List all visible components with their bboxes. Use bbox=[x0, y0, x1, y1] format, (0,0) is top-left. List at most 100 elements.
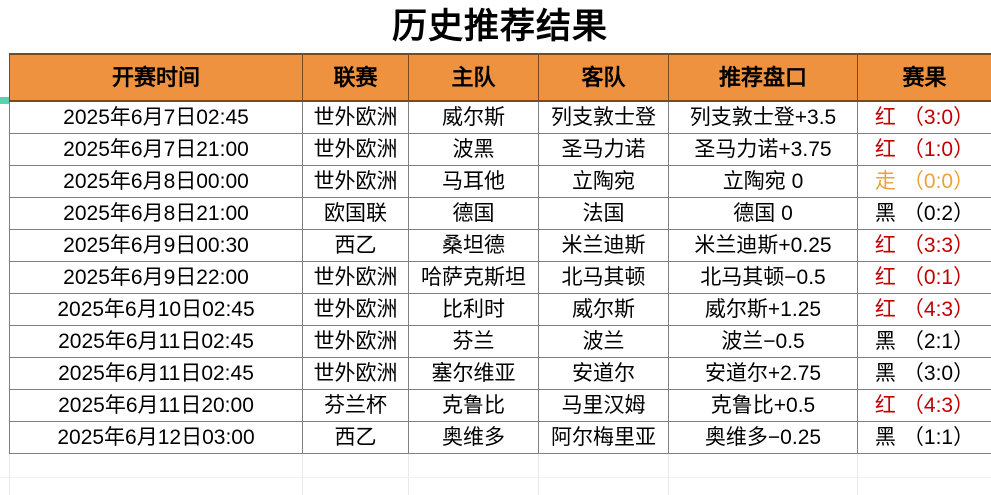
cell-league: 世外欧洲 bbox=[302, 357, 409, 390]
result-label: 黑 bbox=[874, 202, 896, 225]
result-label: 黑 bbox=[874, 330, 896, 353]
cell-start-time: 2025年6月11日02:45 bbox=[9, 357, 303, 390]
cell-league: 世外欧洲 bbox=[302, 165, 409, 198]
cell-away-team: 安道尔 bbox=[538, 357, 669, 390]
result-score: （1:0） bbox=[902, 138, 975, 161]
cell-start-time: 2025年6月8日00:00 bbox=[9, 165, 303, 198]
cell-away-team: 北马其顿 bbox=[538, 261, 669, 294]
cell-home-team: 塞尔维亚 bbox=[408, 357, 539, 390]
result-label: 红 bbox=[874, 394, 896, 417]
result-label: 黑 bbox=[874, 362, 896, 385]
cell-start-time: 2025年6月8日21:00 bbox=[9, 197, 303, 230]
result-badge: 黑 （3:0） bbox=[859, 359, 991, 389]
result-score: （4:3） bbox=[902, 394, 975, 417]
cell-away-team: 波兰 bbox=[538, 325, 669, 358]
cell-league: 芬兰杯 bbox=[302, 389, 409, 422]
cell-recommended-line: 安道尔+2.75 bbox=[668, 357, 858, 390]
result-badge: 黑 （0:2） bbox=[859, 199, 991, 229]
result-label: 黑 bbox=[874, 426, 896, 449]
grid-line-vertical bbox=[408, 448, 409, 495]
cell-league: 世外欧洲 bbox=[302, 293, 409, 326]
result-badge: 红 （4:3） bbox=[859, 391, 991, 421]
column-header-start-time[interactable]: 开赛时间 bbox=[9, 53, 303, 102]
column-header-league[interactable]: 联赛 bbox=[302, 53, 409, 102]
cell-league: 世外欧洲 bbox=[302, 325, 409, 358]
cell-start-time: 2025年6月7日21:00 bbox=[9, 133, 303, 166]
table-header-row: 开赛时间 联赛 主队 客队 推荐盘口 赛果 bbox=[9, 53, 991, 102]
cell-start-time: 2025年6月11日02:45 bbox=[9, 325, 303, 358]
table-row[interactable]: 2025年6月11日20:00 芬兰杯 克鲁比 马里汉姆 克鲁比+0.5 红 （4:3） bbox=[9, 389, 991, 422]
cell-result: 黑 （0:2） bbox=[857, 197, 991, 230]
grid-line-vertical bbox=[668, 448, 669, 495]
cell-away-team: 米兰迪斯 bbox=[538, 229, 669, 262]
result-label: 红 bbox=[874, 106, 896, 129]
result-badge: 红 （0:1） bbox=[859, 263, 991, 293]
cell-home-team: 哈萨克斯坦 bbox=[408, 261, 539, 294]
result-badge: 黑 （2:1） bbox=[859, 327, 991, 357]
cell-league: 西乙 bbox=[302, 229, 409, 262]
cell-recommended-line: 奥维多−0.25 bbox=[668, 421, 858, 454]
result-label: 红 bbox=[874, 138, 896, 161]
grid-line-vertical bbox=[857, 448, 858, 495]
table-row[interactable]: 2025年6月9日22:00 世外欧洲 哈萨克斯坦 北马其顿 北马其顿−0.5 红 （0:1… bbox=[9, 261, 991, 294]
cell-recommended-line: 克鲁比+0.5 bbox=[668, 389, 858, 422]
cell-recommended-line: 威尔斯+1.25 bbox=[668, 293, 858, 326]
cell-result: 走 （0:0） bbox=[857, 165, 991, 198]
cell-result: 红 （1:0） bbox=[857, 133, 991, 166]
row-selection-marker bbox=[0, 97, 9, 104]
grid-line-vertical bbox=[538, 448, 539, 495]
column-header-result[interactable]: 赛果 bbox=[857, 53, 991, 102]
table-body: 2025年6月7日02:45 世外欧洲 威尔斯 列支敦士登 列支敦士登+3.5 红（3:0… bbox=[9, 100, 991, 454]
cell-recommended-line: 北马其顿−0.5 bbox=[668, 261, 858, 294]
cell-recommended-line: 圣马力诺+3.75 bbox=[668, 133, 858, 166]
result-badge: 黑 （1:1） bbox=[859, 423, 991, 453]
cell-home-team: 克鲁比 bbox=[408, 389, 539, 422]
table-row[interactable]: 2025年6月8日00:00 世外欧洲 马耳他 立陶宛 立陶宛 0 走 （0:0） bbox=[9, 165, 991, 198]
cell-league: 世外欧洲 bbox=[302, 133, 409, 166]
cell-home-team: 马耳他 bbox=[408, 165, 539, 198]
result-score: （0:0） bbox=[902, 170, 975, 193]
table-row[interactable]: 2025年6月11日02:45 世外欧洲 芬兰 波兰 波兰−0.5 黑 （2:1） bbox=[9, 325, 991, 358]
cell-result: 红 （0:1） bbox=[857, 261, 991, 294]
cell-result: 红 （3:3） bbox=[857, 229, 991, 262]
page-title-bar: 历史推荐结果 bbox=[9, 0, 991, 53]
result-badge: 红 （3:0） bbox=[859, 102, 991, 133]
cell-away-team: 列支敦士登 bbox=[538, 100, 669, 134]
column-header-home-team[interactable]: 主队 bbox=[408, 53, 539, 102]
result-score: （0:2） bbox=[902, 202, 975, 225]
cell-home-team: 德国 bbox=[408, 197, 539, 230]
table-row[interactable]: 2025年6月10日02:45 世外欧洲 比利时 威尔斯 威尔斯+1.25 红 （4:3） bbox=[9, 293, 991, 326]
column-header-away-team[interactable]: 客队 bbox=[538, 53, 669, 102]
table-row[interactable]: 2025年6月12日03:00 西乙 奥维多 阿尔梅里亚 奥维多−0.25 黑 （1:1） bbox=[9, 421, 991, 454]
cell-home-team: 波黑 bbox=[408, 133, 539, 166]
cell-league: 世外欧洲 bbox=[302, 100, 409, 134]
cell-away-team: 马里汉姆 bbox=[538, 389, 669, 422]
cell-result: 红 （4:3） bbox=[857, 293, 991, 326]
result-label: 红 bbox=[874, 298, 896, 321]
table-row[interactable]: 2025年6月7日21:00 世外欧洲 波黑 圣马力诺 圣马力诺+3.75 红 （1:0） bbox=[9, 133, 991, 166]
cell-start-time: 2025年6月7日02:45 bbox=[9, 100, 303, 134]
cell-away-team: 阿尔梅里亚 bbox=[538, 421, 669, 454]
result-badge: 走 （0:0） bbox=[859, 167, 991, 197]
history-results-table-wrapper: 开赛时间 联赛 主队 客队 推荐盘口 赛果 2025年6月7日02:45 世外欧洲… bbox=[9, 53, 991, 454]
cell-league: 西乙 bbox=[302, 421, 409, 454]
cell-league: 欧国联 bbox=[302, 197, 409, 230]
table-row[interactable]: 2025年6月7日02:45 世外欧洲 威尔斯 列支敦士登 列支敦士登+3.5 红 （3:0… bbox=[9, 100, 991, 134]
cell-away-team: 威尔斯 bbox=[538, 293, 669, 326]
cell-away-team: 圣马力诺 bbox=[538, 133, 669, 166]
table-row[interactable]: 2025年6月8日21:00 欧国联 德国 法国 德国 0 黑 （0:2） bbox=[9, 197, 991, 230]
result-score: （2:1） bbox=[902, 330, 975, 353]
column-header-recommended-line[interactable]: 推荐盘口 bbox=[668, 53, 858, 102]
cell-result: 黑 （3:0） bbox=[857, 357, 991, 390]
cell-home-team: 威尔斯 bbox=[408, 100, 539, 134]
table-row[interactable]: 2025年6月11日02:45 世外欧洲 塞尔维亚 安道尔 安道尔+2.75 黑 （3:0） bbox=[9, 357, 991, 390]
cell-recommended-line: 立陶宛 0 bbox=[668, 165, 858, 198]
cell-home-team: 奥维多 bbox=[408, 421, 539, 454]
table-row[interactable]: 2025年6月9日00:30 西乙 桑坦德 米兰迪斯 米兰迪斯+0.25 红 （3:3） bbox=[9, 229, 991, 262]
grid-line-horizontal bbox=[0, 477, 991, 478]
cell-recommended-line: 德国 0 bbox=[668, 197, 858, 230]
result-score: （1:1） bbox=[902, 426, 975, 449]
result-label: 走 bbox=[874, 170, 896, 193]
result-badge: 红 （4:3） bbox=[859, 295, 991, 325]
cell-recommended-line: 米兰迪斯+0.25 bbox=[668, 229, 858, 262]
